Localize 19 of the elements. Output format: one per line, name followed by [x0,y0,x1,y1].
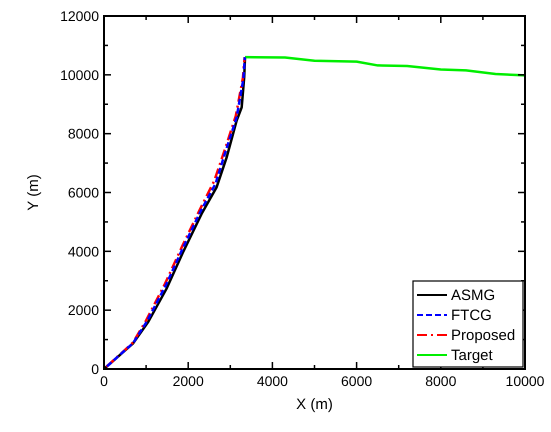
line-series [244,56,526,77]
y-tick-label: 0 [91,361,100,377]
legend-label: FTCG [451,307,492,324]
y-tick-label: 8000 [68,126,100,142]
y-tick-label: 4000 [68,243,100,260]
legend-label: Proposed [451,327,516,344]
y-tick-label: 6000 [68,184,100,200]
y-tick-label: 2000 [68,302,100,318]
y-axis-title: Y (m) [25,174,42,211]
legend-label: ASMG [451,287,496,304]
y-tick-label: 12000 [60,8,100,24]
y-tick-label: 10000 [60,66,100,83]
x-tick-label: 2000 [172,373,204,389]
legend-label: Target [451,347,494,364]
x-tick-label: 4000 [256,373,288,389]
x-tick-label: 6000 [341,373,372,389]
x-tick-label: 8000 [425,373,457,389]
x-tick-label: 10000 [506,373,545,389]
x-axis-title: X (m) [296,396,333,413]
